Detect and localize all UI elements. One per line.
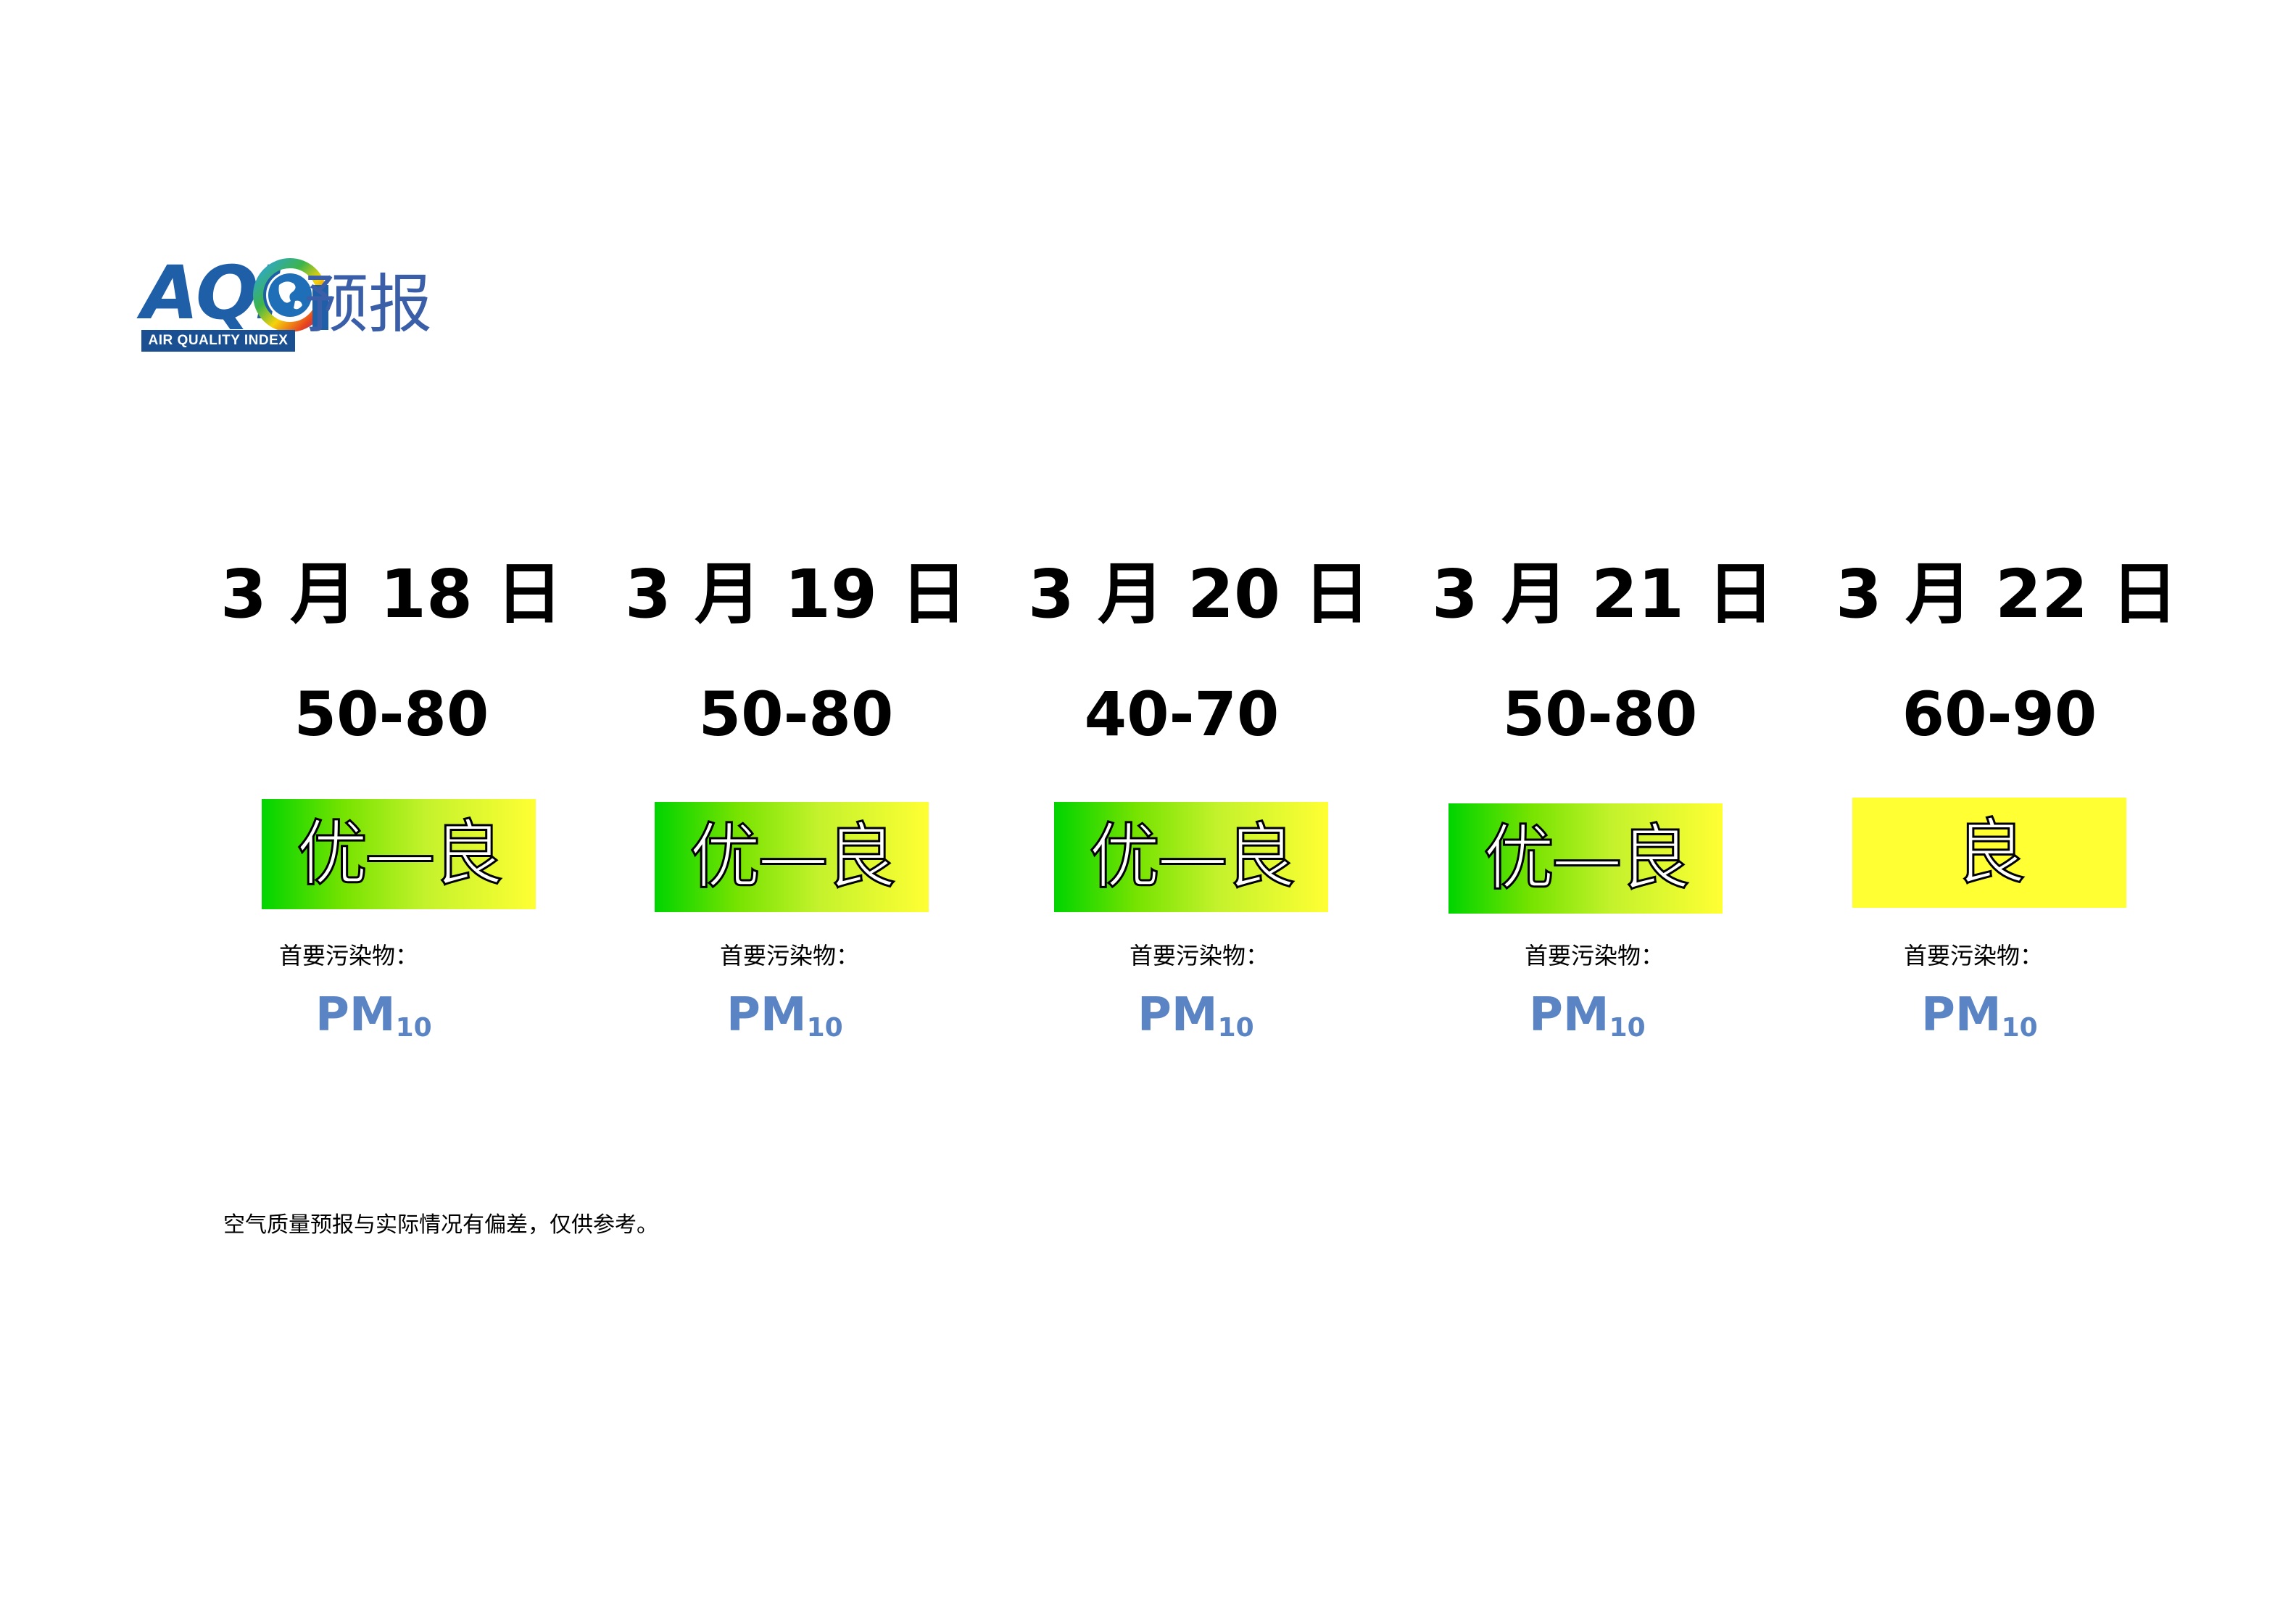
aqi-range: 60-90	[1902, 679, 2097, 750]
forecast-date: 3 月 21 日	[1431, 555, 1775, 633]
pollutant-subscript: 10	[806, 1013, 843, 1043]
logo-subtitle-bar: AIR QUALITY INDEX	[141, 330, 295, 352]
forecast-date: 3 月 19 日	[624, 555, 968, 633]
air-quality-level-badge: 优—良	[1449, 803, 1723, 914]
forecast-date: 3 月 22 日	[1835, 555, 2179, 633]
air-quality-level-badge: 优—良	[655, 802, 929, 912]
aqi-range: 50-80	[1502, 679, 1698, 750]
primary-pollutant-label: 首要污染物：	[1904, 942, 2044, 969]
forecast-date: 3 月 20 日	[1027, 555, 1371, 633]
disclaimer: 空气质量预报与实际情况有偏差，仅供参考。	[223, 1212, 658, 1238]
air-quality-level-badge: 优—良	[1054, 802, 1328, 912]
page-title: 预报	[304, 267, 433, 342]
air-quality-level: 优—良	[295, 812, 505, 897]
primary-pollutant-label: 首要污染物：	[720, 942, 860, 969]
air-quality-level-badge: 优—良	[262, 799, 536, 909]
logo-subtitle: AIR QUALITY INDEX	[148, 333, 289, 348]
pollutant-name: PM	[1137, 988, 1218, 1042]
forecast-day: 3 月 18 日 50-80 优—良 首要污染物： PM10	[210, 551, 573, 1073]
pollutant-name: PM	[726, 988, 807, 1042]
forecast-day: 3 月 19 日 50-80 优—良 首要污染物： PM10	[615, 551, 977, 1073]
forecast-day: 3 月 22 日 60-90 良 首要污染物： PM10	[1825, 551, 2188, 1073]
pollutant-name: PM	[1529, 988, 1609, 1042]
air-quality-level: 优—良	[1482, 816, 1691, 901]
pollutant-name: PM	[315, 988, 396, 1042]
primary-pollutant: PM10	[726, 986, 843, 1044]
air-quality-level-badge: 良	[1852, 798, 2126, 908]
pollutant-subscript: 10	[1609, 1013, 1646, 1043]
primary-pollutant: PM10	[1921, 986, 2038, 1044]
forecast-day: 3 月 21 日 50-80 优—良 首要污染物： PM10	[1422, 551, 1784, 1073]
forecast-date: 3 月 18 日	[220, 555, 563, 633]
pollutant-subscript: 10	[395, 1013, 432, 1043]
pollutant-subscript: 10	[1217, 1013, 1254, 1043]
forecast-day: 3 月 20 日 40-70 优—良 首要污染物： PM10	[1018, 551, 1380, 1073]
primary-pollutant-label: 首要污染物：	[279, 942, 419, 969]
pollutant-name: PM	[1921, 988, 2002, 1042]
air-quality-level: 优—良	[688, 815, 898, 900]
globe-icon	[253, 258, 328, 332]
aqi-range: 50-80	[294, 679, 489, 750]
primary-pollutant: PM10	[1137, 986, 1254, 1044]
primary-pollutant: PM10	[315, 986, 432, 1044]
aqi-range: 50-80	[698, 679, 894, 750]
air-quality-level: 良	[1954, 811, 2027, 895]
primary-pollutant: PM10	[1529, 986, 1646, 1044]
air-quality-level: 优—良	[1087, 815, 1297, 900]
pollutant-subscript: 10	[2001, 1013, 2038, 1043]
primary-pollutant-label: 首要污染物：	[1525, 942, 1665, 969]
aqi-logo: AQI AIR QUALITY INDEX 预报	[141, 257, 446, 359]
primary-pollutant-label: 首要污染物：	[1130, 942, 1269, 969]
aqi-range: 40-70	[1084, 679, 1280, 750]
